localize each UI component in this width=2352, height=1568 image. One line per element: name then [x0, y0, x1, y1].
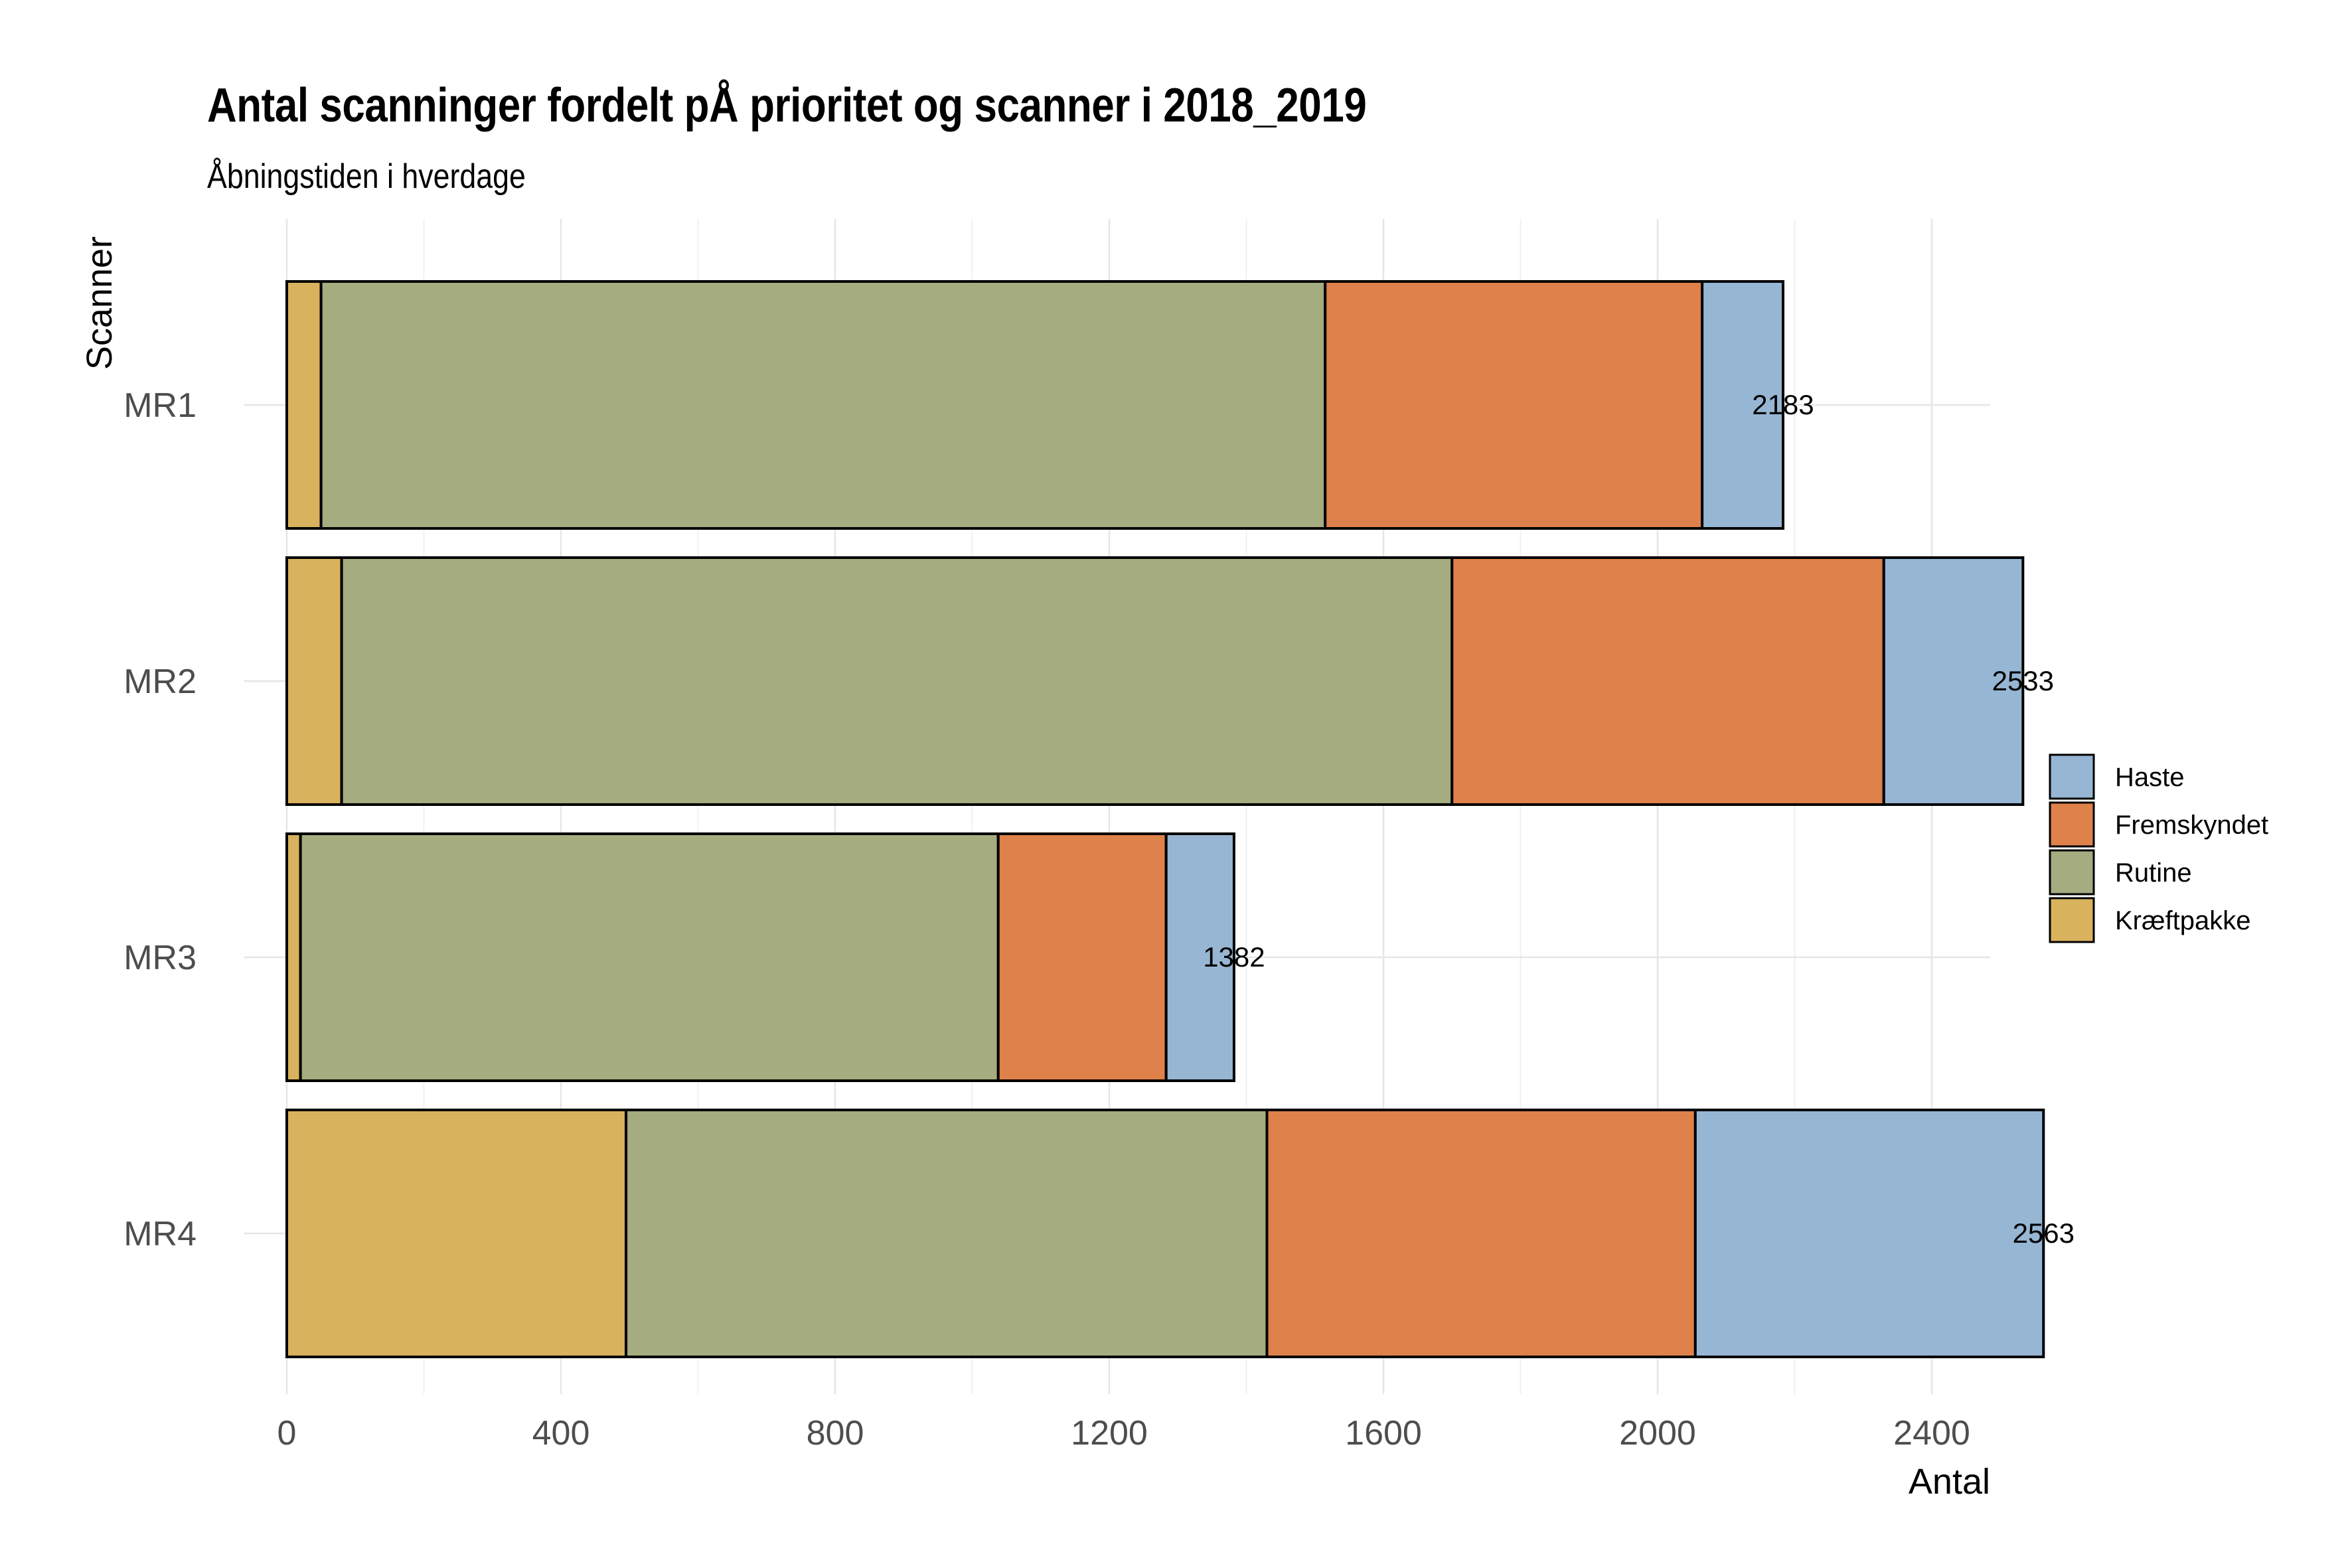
- bar-fremskyndet-mr4: [1265, 1109, 1697, 1358]
- legend-swatch-haste: [2049, 753, 2095, 800]
- bar-haste-mr1: [1701, 280, 1784, 530]
- bar-haste-mr4: [1693, 1109, 2045, 1358]
- bar-rutine-mr3: [299, 832, 1000, 1082]
- bar-haste-mr3: [1164, 832, 1235, 1082]
- legend: Haste Fremskyndet Rutine Kræftpakke: [2049, 753, 2268, 943]
- x-axis-title: Antal: [1909, 1462, 1990, 1502]
- total-label-mr1: 2183: [1752, 389, 1814, 420]
- legend-label-kr-ftpakke: Kræftpakke: [2115, 906, 2251, 935]
- x-tick-label: 800: [807, 1414, 864, 1452]
- bar-rutine-mr2: [340, 556, 1454, 806]
- bar-haste-mr2: [1882, 556, 2025, 806]
- legend-swatch-rutine: [2049, 849, 2095, 896]
- bar-kr-ftpakke-mr4: [285, 1109, 628, 1358]
- legend-swatch-fremskyndet: [2049, 801, 2095, 848]
- x-tick-label: 0: [277, 1414, 297, 1452]
- y-tick-label: MR4: [123, 1215, 196, 1253]
- x-tick-label: 2000: [1619, 1414, 1696, 1452]
- total-label-mr4: 2563: [2013, 1217, 2075, 1249]
- bar-rutine-mr4: [625, 1109, 1269, 1358]
- total-label-mr2: 2533: [1992, 665, 2054, 696]
- bar-fremskyndet-mr3: [996, 832, 1168, 1082]
- bar-kr-ftpakke-mr2: [285, 556, 343, 806]
- legend-swatch-kr-ftpakke: [2049, 897, 2095, 943]
- x-tick-label: 1600: [1345, 1414, 1422, 1452]
- y-tick-label: MR3: [123, 939, 196, 977]
- bar-kr-ftpakke-mr1: [285, 280, 323, 530]
- x-tick-label: 2400: [1893, 1414, 1970, 1452]
- legend-label-haste: Haste: [2115, 763, 2185, 792]
- x-tick-label: 400: [532, 1414, 590, 1452]
- legend-label-fremskyndet: Fremskyndet: [2115, 811, 2268, 840]
- chart-subtitle: Åbningstiden i hverdage: [207, 157, 526, 196]
- y-tick-label: MR2: [123, 663, 196, 701]
- total-label-mr3: 1382: [1203, 941, 1265, 973]
- bars: 2183 2533 1382 2563: [285, 280, 2075, 1358]
- chart-title: Antal scanninger fordelt pÅ prioritet og…: [207, 79, 1367, 132]
- y-tick-label: MR1: [123, 386, 196, 425]
- x-tick-label: 1200: [1071, 1414, 1148, 1452]
- bar-fremskyndet-mr2: [1450, 556, 1885, 806]
- bar-kr-ftpakke-mr3: [285, 832, 302, 1082]
- y-axis-title: Scanner: [80, 236, 119, 370]
- bar-rutine-mr1: [319, 280, 1327, 530]
- legend-label-rutine: Rutine: [2115, 858, 2192, 888]
- bar-fremskyndet-mr1: [1324, 280, 1704, 530]
